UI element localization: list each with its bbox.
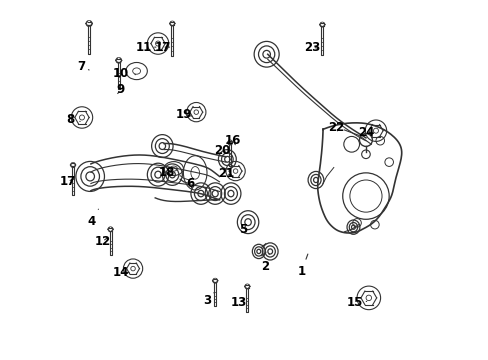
Text: 18: 18: [159, 166, 175, 179]
Text: 17: 17: [60, 175, 76, 188]
Text: 8: 8: [66, 113, 80, 126]
Text: 4: 4: [87, 209, 98, 228]
Text: 22: 22: [328, 121, 344, 134]
Text: 13: 13: [230, 296, 247, 309]
Text: 5: 5: [239, 223, 247, 236]
Text: 6: 6: [186, 177, 194, 190]
Text: 2: 2: [261, 254, 269, 273]
Text: 15: 15: [346, 296, 366, 309]
Text: 10: 10: [113, 67, 135, 80]
Text: 11: 11: [135, 41, 156, 54]
Text: 3: 3: [203, 293, 214, 307]
Text: 17: 17: [154, 41, 170, 54]
Text: 7: 7: [78, 60, 89, 73]
Text: 9: 9: [116, 84, 124, 96]
Text: 20: 20: [214, 144, 230, 157]
Text: 19: 19: [175, 108, 192, 121]
Text: 23: 23: [304, 41, 320, 54]
Text: 1: 1: [297, 254, 307, 278]
Text: 24: 24: [357, 126, 373, 139]
Text: 12: 12: [94, 235, 110, 248]
Text: 16: 16: [224, 134, 241, 147]
Text: 21: 21: [217, 167, 234, 180]
Text: 14: 14: [113, 266, 129, 279]
